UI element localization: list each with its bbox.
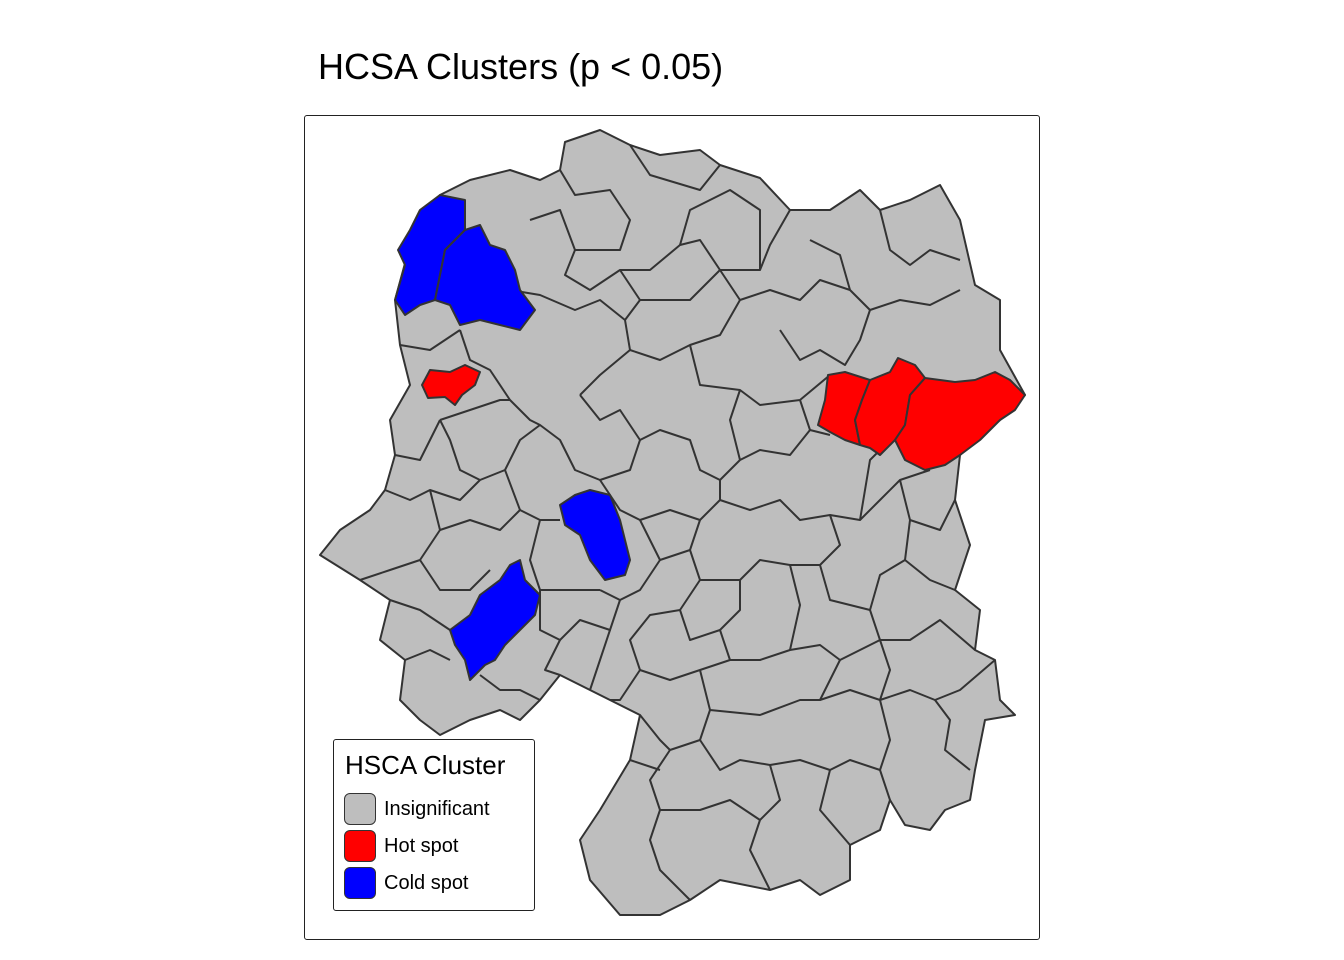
legend-label: Hot spot: [384, 835, 459, 857]
district-border: [544, 639, 561, 676]
district-border: [689, 344, 831, 406]
cold-spot-region: [434, 224, 536, 331]
insignificant-regions: [319, 129, 1026, 916]
district-border: [629, 759, 661, 771]
district-border: [879, 639, 891, 701]
hot-spot-region: [894, 371, 1026, 471]
district-border: [394, 419, 441, 461]
legend-swatch-hot-spot: [344, 830, 376, 862]
district-border: [504, 469, 521, 511]
district-borders: [359, 144, 996, 901]
district-border: [799, 399, 811, 431]
district-border: [629, 144, 721, 191]
district-border: [779, 289, 961, 366]
district-border: [934, 699, 971, 771]
district-border: [729, 389, 741, 461]
district-border: [539, 590, 621, 641]
district-border: [589, 629, 611, 691]
district-border: [389, 599, 451, 631]
legend-label: Insignificant: [384, 798, 490, 820]
legend-title: HSCA Cluster: [345, 750, 506, 780]
province-outline: [319, 129, 1026, 916]
district-border: [719, 580, 881, 661]
map-title: HCSA Clusters (p < 0.05): [318, 46, 724, 87]
district-border: [404, 649, 451, 661]
cold-spot-region: [449, 559, 541, 681]
legend-swatch-insignificant: [344, 793, 376, 825]
district-border: [819, 769, 851, 846]
district-border: [399, 329, 461, 351]
district-border: [439, 509, 560, 531]
district-border: [509, 289, 631, 396]
district-border: [849, 289, 871, 311]
hot-spot-regions: [421, 357, 1026, 471]
district-border: [789, 564, 801, 651]
cold-spot-region: [559, 489, 631, 581]
legend-swatch-cold-spot: [344, 867, 376, 899]
district-border: [699, 659, 841, 716]
district-border: [599, 519, 661, 601]
legend-label: Cold spot: [384, 872, 469, 894]
district-border: [879, 209, 961, 266]
district-border: [879, 699, 891, 801]
district-border: [559, 169, 791, 291]
district-border: [439, 394, 641, 481]
hot-spot-region: [421, 364, 481, 406]
district-border: [639, 659, 731, 681]
district-border: [809, 239, 851, 291]
district-border: [439, 399, 510, 421]
district-border: [610, 609, 681, 701]
district-border: [529, 209, 576, 251]
district-border: [904, 519, 956, 591]
district-border: [639, 429, 831, 481]
district-border: [719, 269, 741, 301]
district-border: [659, 549, 691, 561]
district-border: [640, 269, 721, 301]
district-border: [639, 714, 671, 751]
district-border: [660, 799, 761, 821]
map-legend: HSCA Cluster Insignificant Hot spot Cold…: [333, 739, 535, 911]
district-border: [899, 479, 956, 531]
district-border: [679, 579, 721, 641]
district-border: [419, 559, 491, 591]
district-border: [459, 329, 541, 426]
district-border: [679, 189, 761, 270]
district-border: [819, 659, 996, 701]
district-border: [479, 674, 541, 701]
cold-spot-regions: [394, 194, 631, 681]
